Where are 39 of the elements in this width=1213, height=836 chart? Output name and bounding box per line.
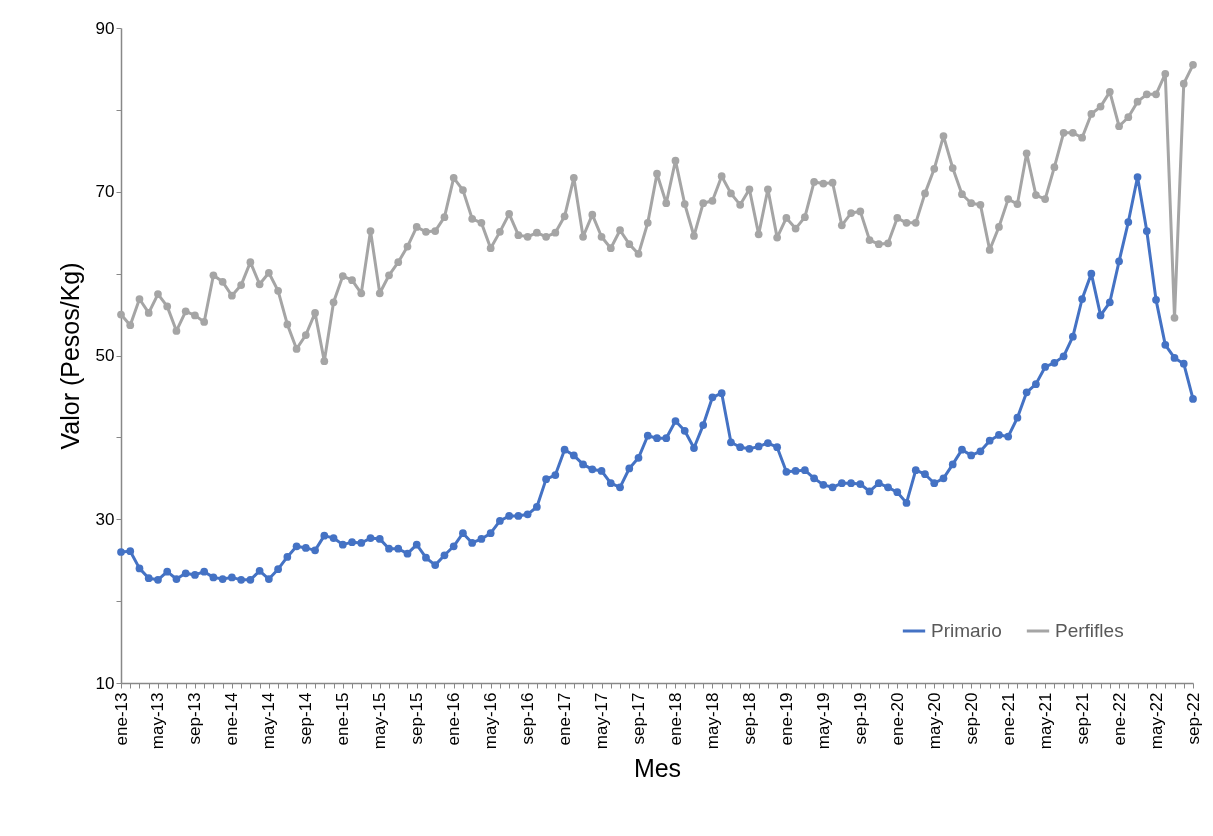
x-tick-label: ene-13 [111, 692, 131, 746]
legend-label: Perfifles [1055, 620, 1124, 641]
x-tick-label: ene-18 [665, 692, 685, 746]
x-tick-label: may-21 [1035, 692, 1055, 750]
x-tick-label: ene-19 [776, 692, 796, 746]
x-tick-label: sep-14 [296, 692, 316, 745]
x-tick-label: sep-18 [739, 692, 759, 745]
y-tick-label: 90 [95, 18, 115, 38]
legend-label: Primario [931, 620, 1002, 641]
x-tick-label: may-19 [813, 692, 833, 750]
x-tick-label: may-16 [481, 692, 501, 750]
x-tick-label: may-18 [702, 692, 722, 750]
x-tick-label: sep-15 [407, 692, 427, 745]
x-tick-label: may-14 [259, 692, 279, 750]
x-tick-label: ene-22 [1109, 692, 1129, 746]
x-tick-label: ene-17 [555, 692, 575, 746]
x-tick-label: ene-14 [222, 692, 242, 746]
x-tick-label: may-17 [592, 692, 612, 750]
x-tick-label: may-13 [148, 692, 168, 750]
x-tick-label: sep-20 [961, 692, 981, 745]
x-tick-label: sep-17 [629, 692, 649, 745]
x-tick-label: sep-16 [518, 692, 538, 745]
x-axis-title: Mes [633, 754, 682, 783]
x-tick-label: may-22 [1146, 692, 1166, 750]
x-tick-label: ene-20 [887, 692, 907, 746]
y-tick-label: 50 [95, 346, 115, 365]
x-tick-label: ene-15 [333, 692, 353, 746]
y-axis-title: Valor (Pesos/Kg) [55, 262, 84, 450]
x-tick-label: ene-16 [444, 692, 464, 746]
x-tick-label: sep-13 [185, 692, 205, 745]
x-tick-label: sep-21 [1072, 692, 1092, 745]
x-tick-label: may-20 [924, 692, 944, 750]
x-tick-label: sep-19 [850, 692, 870, 745]
x-tick-label: may-15 [370, 692, 390, 750]
x-tick-label: ene-21 [998, 692, 1018, 746]
y-tick-label: 70 [95, 182, 115, 202]
x-tick-label: sep-22 [1183, 692, 1203, 745]
y-tick-label: 10 [95, 673, 115, 693]
y-tick-label: 30 [95, 509, 115, 529]
